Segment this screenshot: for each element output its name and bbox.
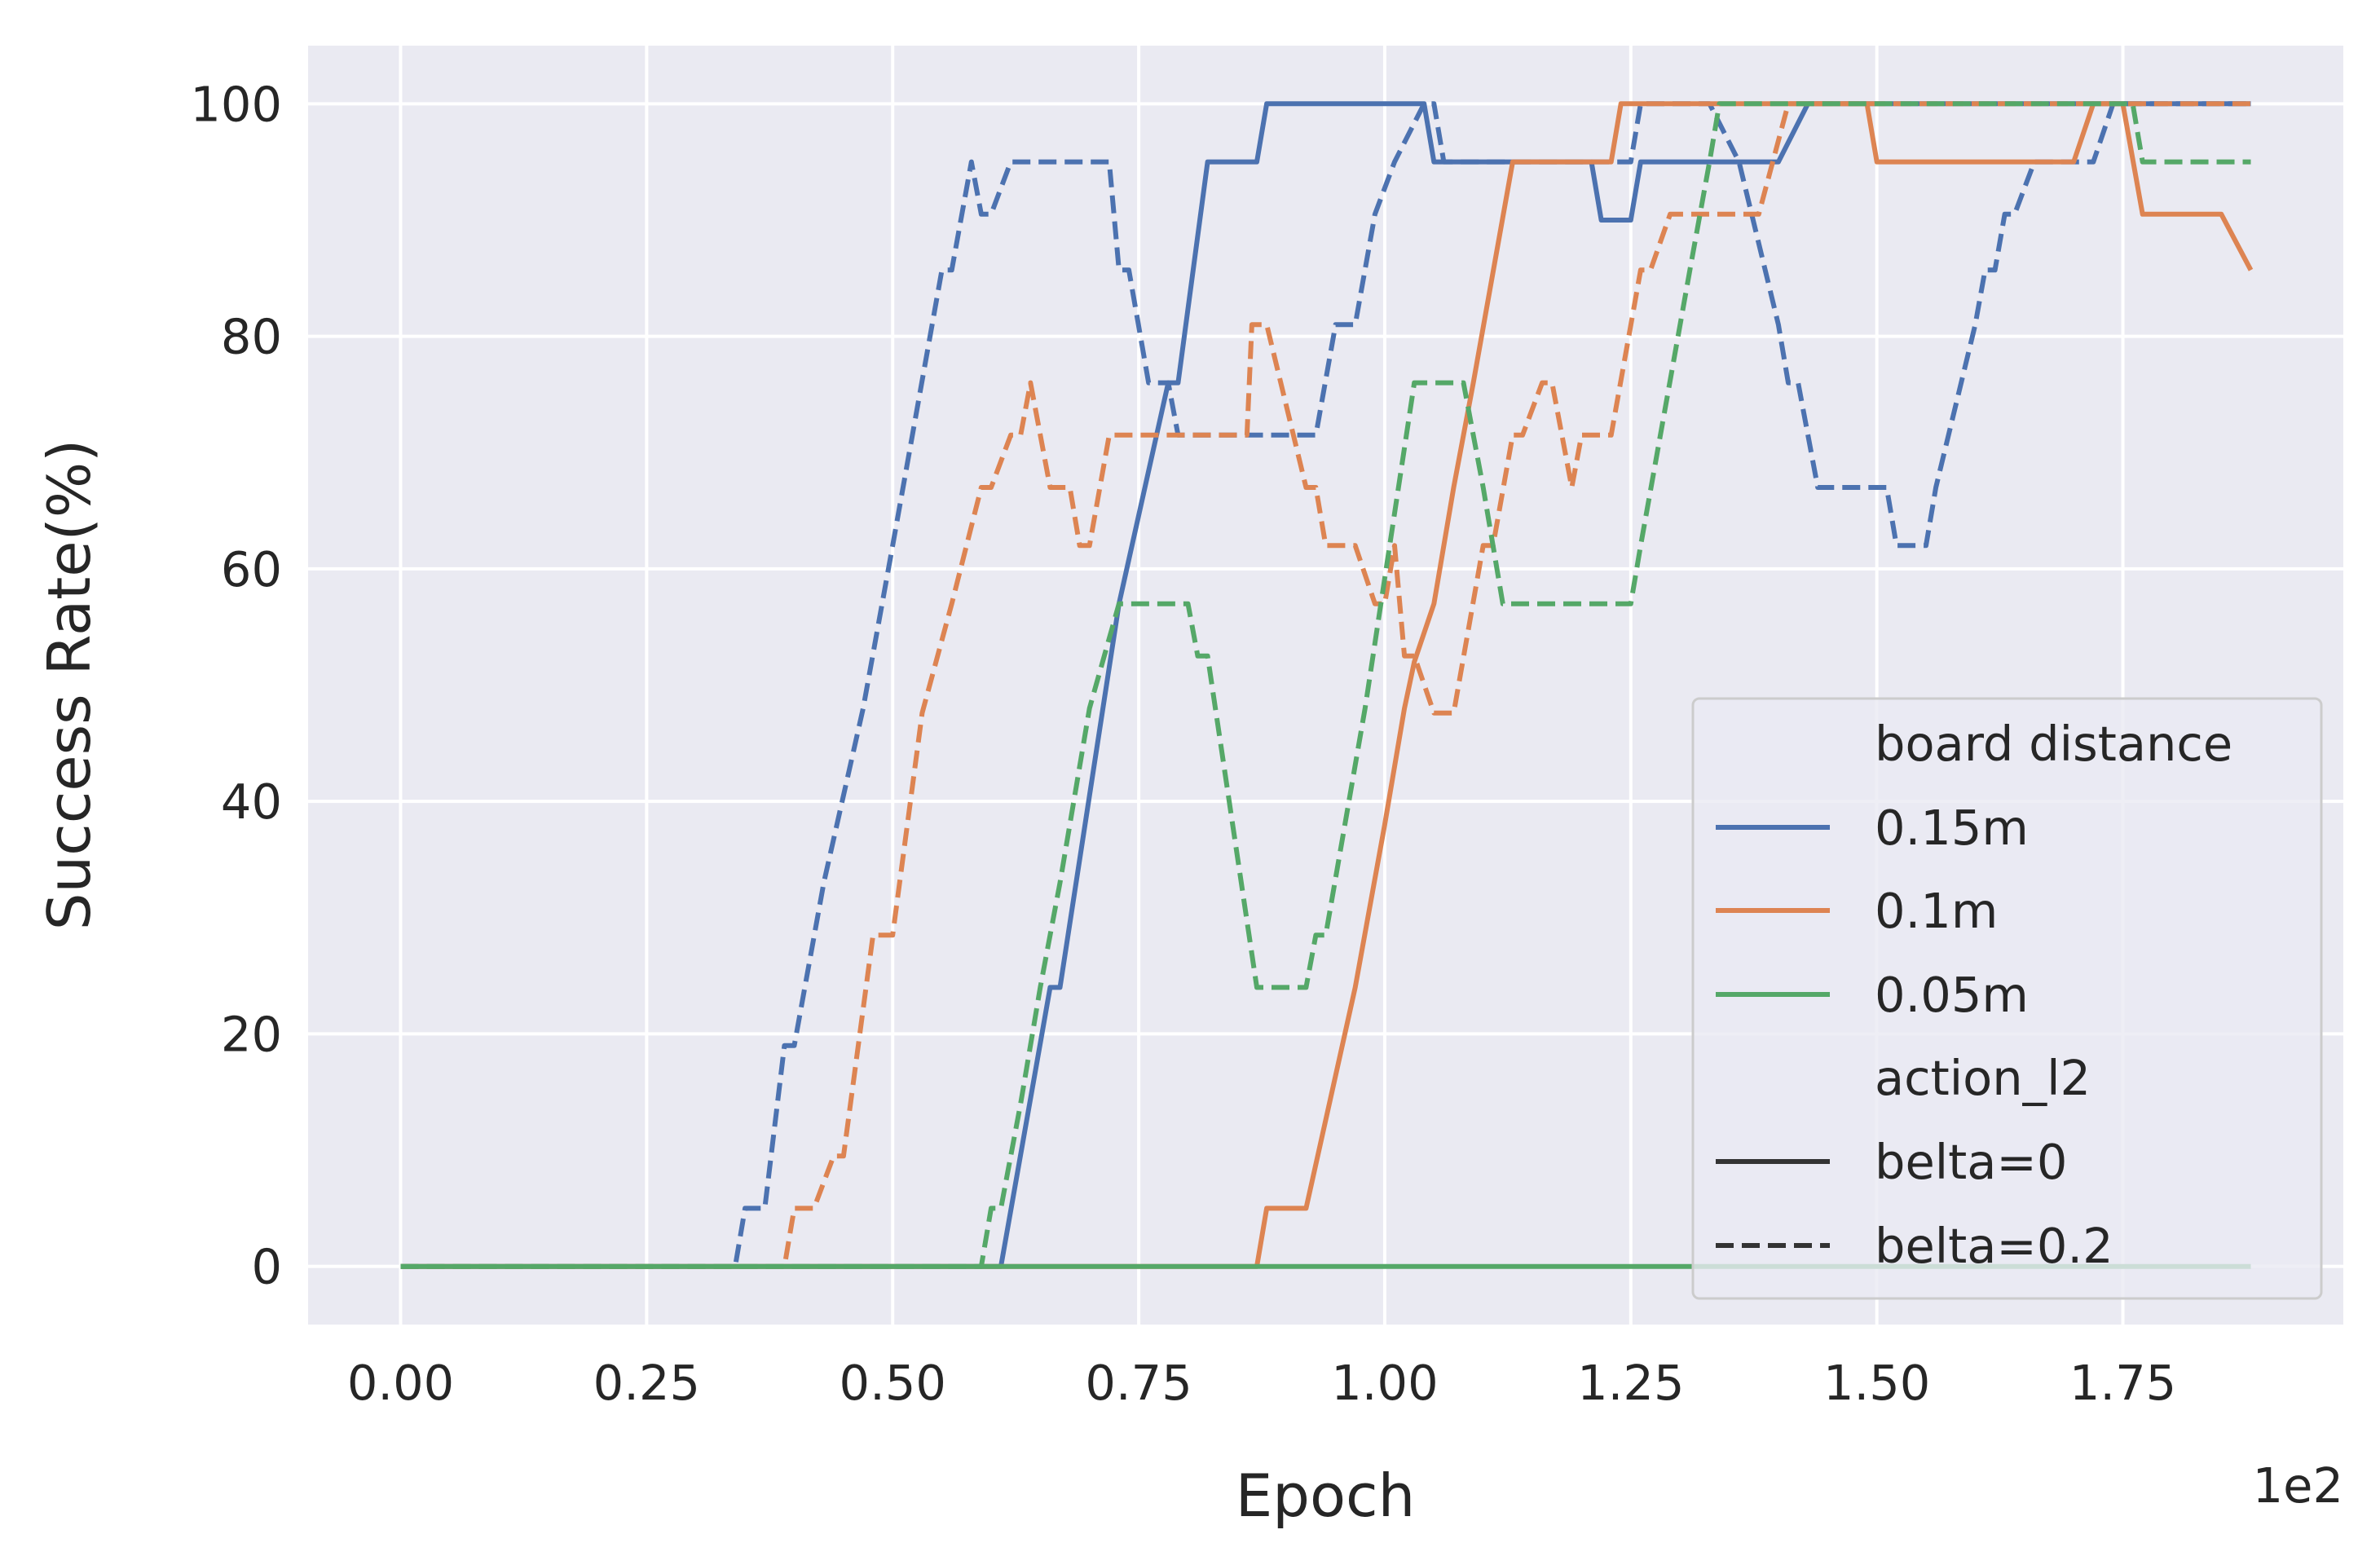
legend-hue-title: board distance [1875,716,2232,772]
series-line-0-1m-belta-0-2 [400,101,2251,1269]
x-axis-label: Epoch [1236,1461,1415,1530]
legend: board distance 0.15m 0.1m 0.05m action_l… [1691,697,2323,1300]
x-tick-label: 0.75 [1085,1355,1192,1411]
y-axis-label: Success Rate(%) [35,439,104,930]
series-line-0-15m-belta-0-2 [400,101,2251,1269]
series-line-0-05m-belta-0-2 [400,101,2251,1269]
x-tick-label: 0.00 [347,1355,454,1411]
y-tick-label: 100 [190,76,282,132]
legend-label-belta-0-2: belta=0.2 [1875,1218,2113,1274]
x-tick-label: 1.75 [2069,1355,2176,1411]
legend-label-0-1m: 0.1m [1875,883,1998,939]
y-tick-label: 0 [251,1239,282,1295]
legend-box [1691,697,2323,1300]
x-tick-label: 0.50 [840,1355,946,1411]
x-tick-labels: 0.00 0.25 0.50 0.75 1.00 1.25 1.50 1.75 [347,1355,2176,1411]
y-tick-labels: 0 20 40 60 80 100 [190,76,282,1294]
y-tick-label: 20 [221,1006,282,1062]
legend-label-belta-0: belta=0 [1875,1134,2067,1190]
y-tick-label: 40 [221,774,282,830]
x-tick-label: 1.25 [1577,1355,1684,1411]
series-layer [400,101,2254,1269]
y-tick-label: 60 [221,541,282,597]
series-line-0-15m-belta-0 [400,101,2251,1269]
x-tick-label: 0.25 [593,1355,700,1411]
x-tick-label: 1.00 [1331,1355,1438,1411]
x-tick-label: 1.50 [1823,1355,1930,1411]
legend-label-0-15m: 0.15m [1875,800,2029,856]
y-tick-label: 80 [221,309,282,365]
x-offset-text: 1e2 [2253,1457,2343,1514]
legend-style-title: action_l2 [1875,1050,2091,1106]
legend-label-0-05m: 0.05m [1875,967,2029,1023]
